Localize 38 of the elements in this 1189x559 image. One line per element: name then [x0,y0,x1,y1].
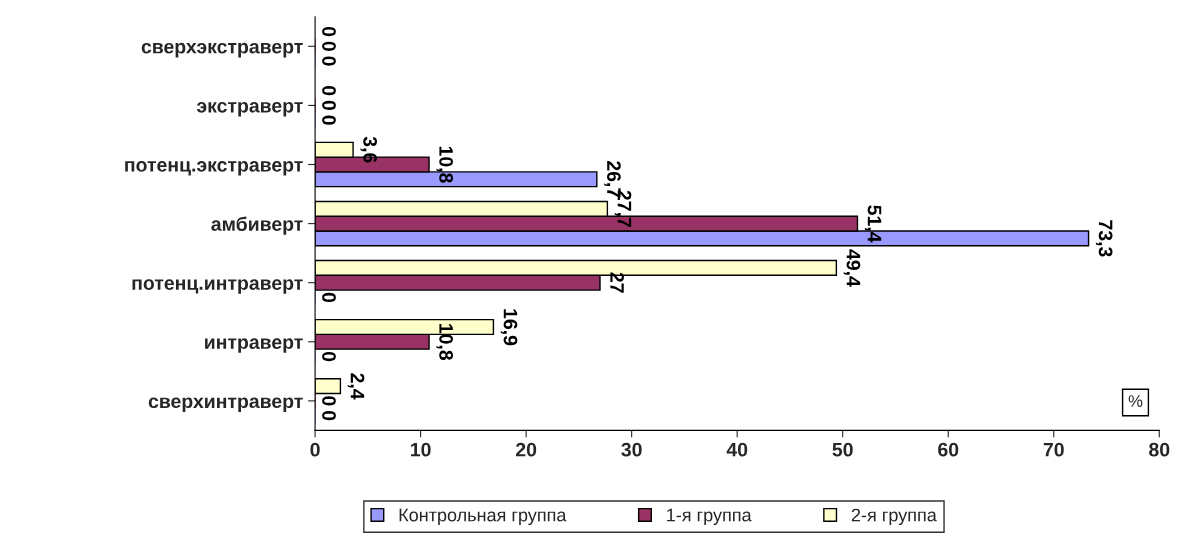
data-label: 0 [322,351,336,362]
x-tick-label: 0 [310,442,320,457]
data-label: 0 [322,115,336,125]
data-label: 0 [322,100,336,111]
x-tick-label: 40 [726,442,748,457]
x-tick-label: 50 [832,442,853,457]
data-label: 0 [322,56,336,66]
legend-label: 1-я группа [667,508,752,525]
x-tick-label: 10 [411,442,431,457]
data-label: 0 [322,292,336,303]
data-label: 16,9 [500,309,518,346]
data-label: 49,4 [843,249,861,287]
y-tick-label: сверхинтраверт [148,397,303,412]
y-tick-label: потенц.интраверт [132,279,303,294]
data-label: 0 [322,396,336,406]
data-label: 51,4 [864,205,882,243]
data-label: 0 [322,26,336,37]
legend-label: Контрольная группа [399,508,567,525]
legend-label: 2-я группа [851,508,937,525]
x-tick-label: 70 [1043,442,1064,457]
y-tick-label: сверхэкстраверт [141,42,303,58]
annotation: % [1128,395,1143,407]
x-tick-label: 80 [1149,442,1170,457]
data-label: 0 [322,86,336,96]
x-tick-label: 60 [938,442,959,457]
y-tick-label: экстраверт [196,101,303,117]
data-label: 0 [322,411,336,421]
data-label: 10,8 [436,146,453,183]
data-label: 10,8 [436,324,453,361]
data-label: 3,6 [360,136,378,163]
x-tick-label: 30 [621,442,642,457]
y-tick-label: интраверт [205,338,303,353]
y-tick-label: потенц.экстраверт [125,161,303,176]
y-tick-label: амбиверт [211,216,303,235]
x-tick-label: 20 [515,442,537,457]
data-label: 2,4 [347,373,365,400]
data-label: 0 [322,41,336,51]
data-label: 73,3 [1095,220,1113,257]
